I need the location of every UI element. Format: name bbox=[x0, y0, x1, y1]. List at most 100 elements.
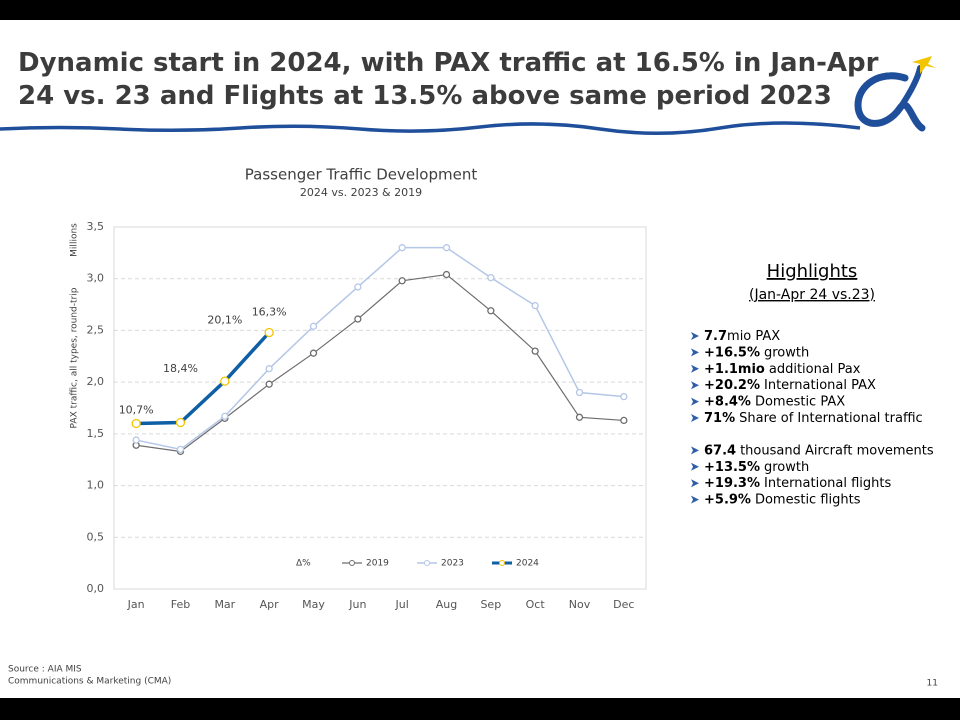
highlight-text: Domestic flights bbox=[755, 492, 861, 507]
legend-label: Δ% bbox=[296, 559, 311, 569]
legend-marker bbox=[424, 560, 430, 566]
point-marker bbox=[220, 376, 230, 386]
page-number: 11 bbox=[927, 679, 938, 689]
point-marker bbox=[221, 412, 229, 420]
y-tick-label: 2,5 bbox=[87, 323, 105, 336]
highlight-item: +1.1mio additional Pax bbox=[704, 361, 861, 376]
point-marker bbox=[575, 388, 584, 397]
point-marker bbox=[354, 283, 362, 291]
x-tick-label: Aug bbox=[436, 598, 457, 611]
highlight-figure: +16.5% bbox=[704, 345, 760, 360]
point-marker bbox=[575, 413, 584, 421]
data-label: 20,1% bbox=[207, 313, 242, 326]
x-tick-label: Sep bbox=[480, 598, 501, 611]
plot-area bbox=[113, 226, 647, 590]
point-marker bbox=[531, 347, 539, 355]
data-label: 18,4% bbox=[163, 362, 198, 375]
highlight-text: mio PAX bbox=[727, 329, 780, 344]
slide-title-line: Dynamic start in 2024, with PAX traffic … bbox=[18, 48, 879, 78]
bullet-arrow bbox=[691, 479, 699, 488]
x-tick-label: Nov bbox=[569, 598, 591, 611]
bullet-arrow bbox=[691, 414, 699, 422]
highlight-item: 7.7mio PAX bbox=[704, 329, 780, 344]
highlight-text: thousand Aircraft movements bbox=[740, 443, 934, 458]
chart-subtitle: 2024 vs. 2023 & 2019 bbox=[300, 186, 422, 199]
bullet-arrow bbox=[691, 397, 699, 406]
bullet-arrow bbox=[691, 381, 699, 390]
highlight-figure: 71% bbox=[704, 411, 735, 426]
x-tick-label: May bbox=[302, 598, 325, 611]
legend-marker bbox=[499, 560, 505, 566]
highlight-item: 71% Share of International traffic bbox=[704, 411, 923, 426]
y-tick-label: 2,0 bbox=[87, 375, 105, 388]
y-axis-label: PAX traffic, all types, round-trip bbox=[70, 287, 80, 428]
highlight-text: growth bbox=[764, 459, 809, 474]
legend-label: 2023 bbox=[441, 559, 464, 569]
source-note: Source : AIA MIS bbox=[8, 665, 82, 675]
highlight-figure: +13.5% bbox=[704, 459, 760, 474]
point-marker bbox=[175, 417, 186, 428]
highlight-figure: 67.4 bbox=[704, 443, 736, 458]
highlight-text: Domestic PAX bbox=[755, 394, 845, 409]
point-marker bbox=[442, 270, 451, 279]
y-tick-label: 0,0 bbox=[87, 582, 105, 595]
legend-label: 2024 bbox=[516, 559, 539, 569]
series-line bbox=[136, 331, 271, 426]
x-tick-label: Dec bbox=[613, 598, 634, 611]
point-marker bbox=[265, 380, 273, 388]
point-marker bbox=[354, 315, 362, 323]
point-marker bbox=[531, 301, 539, 310]
wave-rule bbox=[0, 121, 861, 135]
highlight-item: +8.4% Domestic PAX bbox=[704, 394, 845, 409]
y-tick-label: 0,5 bbox=[87, 530, 105, 543]
bottom-bar bbox=[0, 698, 960, 720]
highlights-subtitle: (Jan-Apr 24 vs.23) bbox=[749, 287, 875, 303]
point-marker bbox=[442, 244, 451, 252]
highlight-text: Share of International traffic bbox=[739, 411, 923, 426]
highlight-figure: +8.4% bbox=[704, 394, 751, 409]
point-marker bbox=[620, 416, 628, 425]
point-marker bbox=[309, 349, 318, 357]
highlight-text: International PAX bbox=[764, 378, 876, 393]
series-line bbox=[136, 246, 624, 451]
highlight-figure: +19.3% bbox=[704, 476, 760, 491]
highlights-title: Highlights bbox=[767, 261, 858, 282]
point-marker bbox=[309, 322, 318, 330]
y-tick-label: 3,0 bbox=[87, 272, 105, 285]
y-axis-unit: Millions bbox=[70, 223, 80, 257]
x-tick-label: Feb bbox=[171, 598, 190, 611]
x-tick-label: Mar bbox=[214, 598, 235, 611]
point-marker bbox=[398, 277, 406, 285]
highlight-figure: +20.2% bbox=[704, 378, 760, 393]
y-tick-label: 1,0 bbox=[87, 479, 105, 492]
point-marker bbox=[131, 418, 141, 429]
x-tick-label: Oct bbox=[526, 598, 546, 611]
bullet-arrow bbox=[691, 332, 699, 340]
chart-title: Passenger Traffic Development bbox=[245, 166, 478, 184]
highlight-figure: 7.7 bbox=[704, 329, 727, 344]
bullet-arrow bbox=[691, 462, 699, 471]
logo bbox=[854, 56, 936, 132]
highlight-figure: +5.9% bbox=[704, 492, 751, 507]
point-marker bbox=[487, 274, 495, 282]
highlight-item: +13.5% growth bbox=[704, 459, 809, 474]
highlight-item: +20.2% International PAX bbox=[704, 378, 876, 393]
x-tick-label: Jul bbox=[395, 598, 409, 611]
highlight-item: +16.5% growth bbox=[704, 345, 809, 360]
highlights-list: 7.7mio PAX+16.5% growth+1.1mio additional … bbox=[691, 329, 934, 507]
slide-title-line: 24 vs. 23 and Flights at 13.5% above sam… bbox=[18, 81, 832, 111]
point-marker bbox=[264, 327, 274, 338]
highlight-item: 67.4 thousand Aircraft movements bbox=[704, 443, 934, 458]
point-marker bbox=[132, 436, 140, 444]
highlight-text: additional Pax bbox=[769, 361, 861, 376]
highlight-text: International flights bbox=[764, 476, 891, 491]
point-marker bbox=[398, 244, 406, 252]
highlight-item: +5.9% Domestic flights bbox=[704, 492, 861, 507]
highlight-item: +19.3% International flights bbox=[704, 476, 891, 491]
bullet-arrow bbox=[691, 495, 699, 504]
point-marker bbox=[487, 307, 495, 315]
x-tick-label: Jan bbox=[127, 598, 145, 611]
data-label: 16,3% bbox=[252, 305, 287, 318]
bullet-arrow bbox=[691, 446, 699, 455]
